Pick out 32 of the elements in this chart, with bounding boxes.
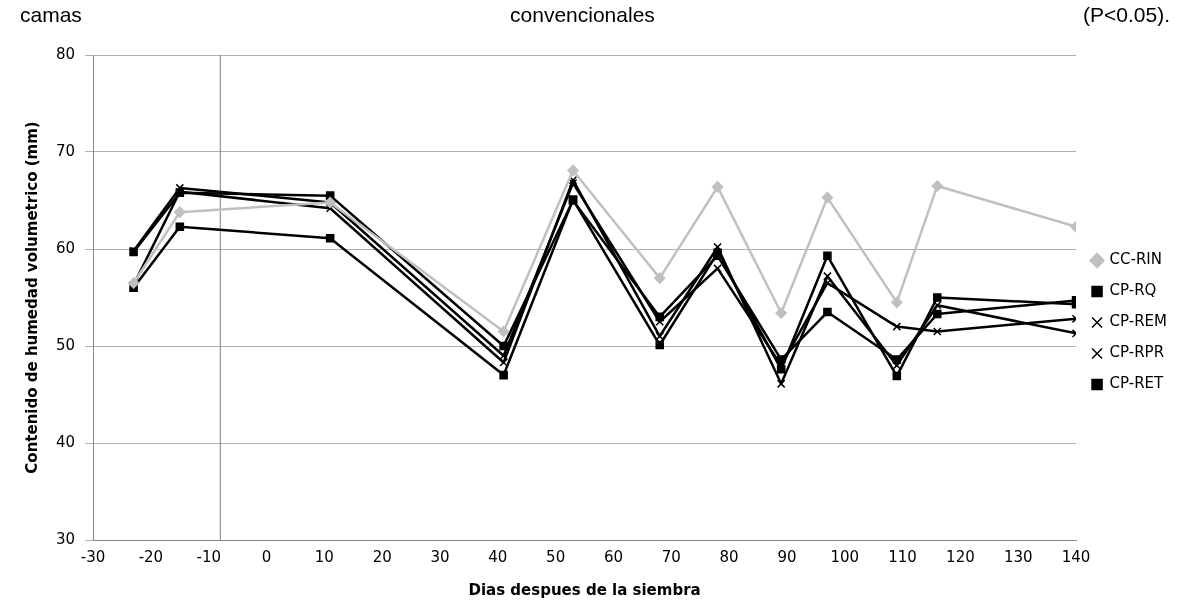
y-tick-label: 30 (55, 529, 76, 548)
x-tick-label: -30 (80, 547, 106, 566)
x-tick-label: 80 (719, 547, 739, 566)
x-tick-label: 110 (888, 547, 917, 566)
text: camas convencionales (P<0.05). (20, 3, 1170, 26)
x-tick-label: 40 (488, 547, 508, 566)
legend-label: CP-REM (1109, 312, 1168, 331)
y-tick-label: 80 (55, 44, 76, 63)
legend-label: CP-RET (1109, 374, 1165, 393)
legend-label: CC-RIN (1109, 250, 1162, 269)
x-tick-label: 140 (1061, 547, 1091, 566)
x-axis-title: Dias despues de la siembra (468, 580, 701, 599)
x-tick-label: 90 (777, 547, 797, 566)
x-tick-label: 100 (830, 547, 860, 566)
y-tick-label: 60 (55, 238, 76, 257)
x-tick-label: -10 (196, 547, 221, 566)
x-tick-label: 130 (1003, 547, 1033, 566)
y-tick-label: 40 (55, 432, 76, 451)
y-tick-label: 50 (55, 335, 76, 354)
y-tick-label: 70 (55, 141, 76, 160)
legend-label: CP-RPR (1109, 343, 1165, 362)
x-tick-label: 10 (314, 547, 334, 566)
x-tick-label: 120 (946, 547, 975, 566)
x-tick-label: 20 (372, 547, 392, 566)
y-axis-title: Contenido de humedad volumetrico (mm) (22, 121, 41, 474)
x-tick-label: 0 (261, 547, 272, 566)
legend-label: CP-RQ (1109, 281, 1157, 300)
x-tick-label: -20 (138, 547, 164, 566)
x-tick-label: 60 (603, 547, 624, 566)
x-tick-label: 30 (430, 547, 450, 566)
x-tick-label: 70 (661, 547, 681, 566)
x-tick-label: 50 (546, 547, 566, 566)
